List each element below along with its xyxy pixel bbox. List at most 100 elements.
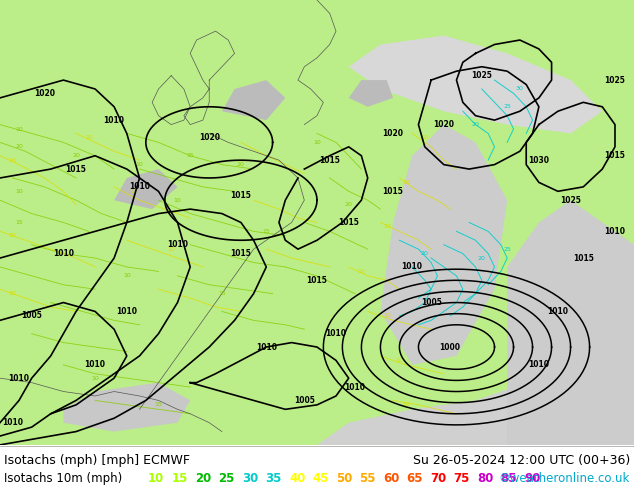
Polygon shape <box>222 80 285 120</box>
Text: 1020: 1020 <box>198 133 220 143</box>
Text: 10: 10 <box>9 158 16 163</box>
Text: 25: 25 <box>219 472 235 485</box>
Text: 10: 10 <box>85 135 93 141</box>
Text: 10: 10 <box>167 246 175 252</box>
Text: 10: 10 <box>358 269 365 274</box>
Text: 15: 15 <box>218 291 226 296</box>
Text: 10: 10 <box>148 472 164 485</box>
Text: ©weatheronline.co.uk: ©weatheronline.co.uk <box>498 472 630 485</box>
Text: 30: 30 <box>516 86 524 92</box>
Text: 10: 10 <box>9 233 16 238</box>
Text: 10: 10 <box>15 126 23 131</box>
Text: 65: 65 <box>406 472 423 485</box>
Text: 1015: 1015 <box>605 151 625 160</box>
Text: 1010: 1010 <box>528 360 550 369</box>
Text: 1030: 1030 <box>528 156 550 165</box>
Text: 15: 15 <box>172 472 188 485</box>
Text: 10: 10 <box>383 224 391 229</box>
Text: 60: 60 <box>383 472 399 485</box>
Text: 40: 40 <box>289 472 306 485</box>
Text: 45: 45 <box>313 472 329 485</box>
Text: 1000: 1000 <box>439 343 461 351</box>
Polygon shape <box>114 169 178 209</box>
Polygon shape <box>349 80 393 107</box>
Text: 85: 85 <box>500 472 517 485</box>
Text: 20: 20 <box>345 202 353 207</box>
Text: 10: 10 <box>129 189 137 194</box>
Text: 1010: 1010 <box>84 360 106 369</box>
Text: 15: 15 <box>262 229 270 234</box>
Text: 10: 10 <box>396 358 403 363</box>
Text: 1015: 1015 <box>66 165 86 173</box>
Text: 10: 10 <box>174 197 181 203</box>
Polygon shape <box>349 36 602 133</box>
Text: 1015: 1015 <box>307 276 327 285</box>
Text: 20: 20 <box>478 256 486 261</box>
Text: 1015: 1015 <box>573 253 593 263</box>
Polygon shape <box>63 383 190 432</box>
FancyBboxPatch shape <box>0 0 634 446</box>
Text: 1005: 1005 <box>22 311 42 320</box>
Text: 1010: 1010 <box>116 307 138 316</box>
Text: 1010: 1010 <box>547 307 569 316</box>
Text: 1015: 1015 <box>231 249 251 258</box>
Text: 15: 15 <box>186 153 194 158</box>
Text: 1005: 1005 <box>294 396 314 405</box>
Text: 10: 10 <box>15 189 23 194</box>
Text: 20: 20 <box>472 122 479 127</box>
Text: 1015: 1015 <box>339 218 359 227</box>
Text: 1025: 1025 <box>472 71 492 80</box>
Text: 10: 10 <box>9 291 16 296</box>
Text: 30: 30 <box>242 472 258 485</box>
Text: 20: 20 <box>72 153 80 158</box>
Text: 1010: 1010 <box>2 418 23 427</box>
Text: 20: 20 <box>15 145 23 149</box>
Text: 1010: 1010 <box>167 240 188 249</box>
Text: 70: 70 <box>430 472 446 485</box>
Text: 1010: 1010 <box>344 383 366 392</box>
Text: 1010: 1010 <box>604 227 626 236</box>
Text: 80: 80 <box>477 472 493 485</box>
Text: 10: 10 <box>402 402 410 407</box>
Text: 20: 20 <box>421 251 429 256</box>
Text: Isotachs (mph) [mph] ECMWF: Isotachs (mph) [mph] ECMWF <box>4 454 190 467</box>
Text: 1015: 1015 <box>383 187 403 196</box>
Text: 55: 55 <box>359 472 376 485</box>
Text: 50: 50 <box>336 472 353 485</box>
Text: 1010: 1010 <box>8 374 30 383</box>
Text: 15: 15 <box>155 402 162 407</box>
Text: 1010: 1010 <box>256 343 277 351</box>
Text: 10: 10 <box>402 180 410 185</box>
Text: 1020: 1020 <box>382 129 404 138</box>
Polygon shape <box>380 124 507 365</box>
Text: 1010: 1010 <box>325 329 347 338</box>
Text: 25: 25 <box>503 246 511 252</box>
Text: 10: 10 <box>123 273 131 278</box>
Polygon shape <box>317 334 634 445</box>
Text: 1020: 1020 <box>34 89 55 98</box>
Text: 1015: 1015 <box>231 191 251 200</box>
Text: 1020: 1020 <box>433 120 455 129</box>
Text: 20: 20 <box>237 162 245 167</box>
Text: 15: 15 <box>15 220 23 225</box>
Text: 1015: 1015 <box>320 156 340 165</box>
Text: 10: 10 <box>383 314 391 318</box>
Text: 1025: 1025 <box>560 196 581 205</box>
Text: 1010: 1010 <box>53 249 74 258</box>
Text: 10: 10 <box>421 135 429 141</box>
Polygon shape <box>507 200 634 445</box>
Text: 90: 90 <box>524 472 540 485</box>
Text: 10: 10 <box>313 140 321 145</box>
Text: 10: 10 <box>91 376 99 381</box>
Text: 1010: 1010 <box>401 263 423 271</box>
Text: 1005: 1005 <box>421 298 441 307</box>
Text: 35: 35 <box>266 472 282 485</box>
Text: 1025: 1025 <box>605 75 625 85</box>
Text: 25: 25 <box>503 104 511 109</box>
Text: 75: 75 <box>453 472 470 485</box>
Text: Isotachs 10m (mph): Isotachs 10m (mph) <box>4 472 122 485</box>
Text: Su 26-05-2024 12:00 UTC (00+36): Su 26-05-2024 12:00 UTC (00+36) <box>413 454 630 467</box>
Text: 1010: 1010 <box>129 182 150 192</box>
Text: 10: 10 <box>136 162 143 167</box>
Text: 20: 20 <box>195 472 211 485</box>
